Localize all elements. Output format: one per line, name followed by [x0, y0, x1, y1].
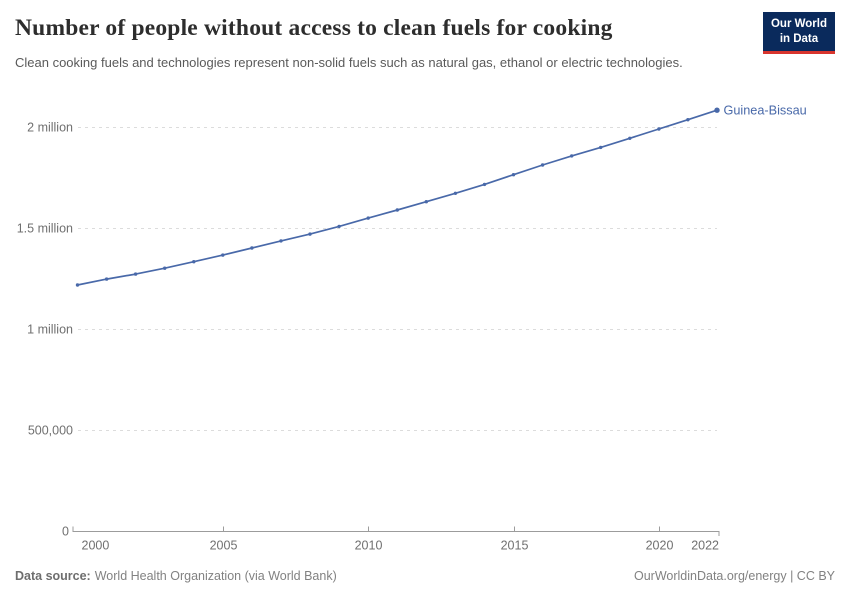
data-point — [75, 283, 80, 287]
data-point — [395, 208, 399, 212]
data-point — [424, 200, 428, 204]
data-source-text: World Health Organization (via World Ban… — [94, 569, 337, 583]
owid-logo[interactable]: Our World in Data — [762, 12, 835, 54]
x-tick-label: 2010 — [355, 539, 383, 553]
owid-license-link[interactable]: OurWorldinData.org/energy | CC BY — [633, 569, 835, 583]
data-point — [511, 173, 516, 177]
x-tick-label: 2000 — [82, 539, 110, 553]
data-point — [221, 253, 225, 257]
x-tick-label: 2015 — [501, 539, 529, 553]
chart-subtitle: Clean cooking fuels and technologies rep… — [15, 55, 683, 70]
data-point — [657, 127, 661, 131]
entity-label: Guinea-Bissau — [724, 103, 807, 117]
data-point — [250, 246, 254, 250]
data-source-label: Data source: — [15, 569, 91, 583]
y-tick-label: 1 million — [27, 323, 73, 337]
chart-title: Number of people without access to clean… — [15, 15, 613, 41]
data-point — [279, 239, 283, 243]
data-point — [104, 277, 109, 281]
data-point — [482, 182, 487, 187]
data-point — [599, 145, 603, 150]
x-tick-label: 2005 — [210, 539, 238, 553]
data-point — [570, 154, 574, 158]
data-point — [366, 216, 370, 220]
data-point — [628, 136, 632, 140]
y-tick-label: 0 — [62, 525, 69, 539]
y-tick-label: 2 million — [27, 121, 73, 135]
y-tick-label: 1.5 million — [17, 222, 73, 236]
owid-logo-line2: in Data — [779, 32, 819, 45]
data-point — [192, 260, 196, 264]
data-point — [308, 232, 312, 236]
data-point — [453, 191, 458, 195]
y-tick-label: 500,000 — [28, 424, 73, 438]
chart-footer: Data source: World Health Organization (v… — [15, 569, 835, 583]
data-point-end — [714, 107, 720, 113]
data-point — [337, 224, 341, 229]
x-tick-label: 2022 — [691, 539, 719, 553]
data-source: Data source: World Health Organization (v… — [15, 569, 337, 583]
data-line[interactable] — [76, 109, 718, 286]
data-point — [133, 272, 138, 276]
data-point — [163, 266, 167, 270]
owid-logo-line1: Our World — [770, 18, 827, 30]
data-point — [686, 118, 690, 122]
data-point — [540, 163, 545, 167]
x-axis-line — [72, 526, 720, 536]
x-tick-label: 2020 — [646, 539, 674, 553]
